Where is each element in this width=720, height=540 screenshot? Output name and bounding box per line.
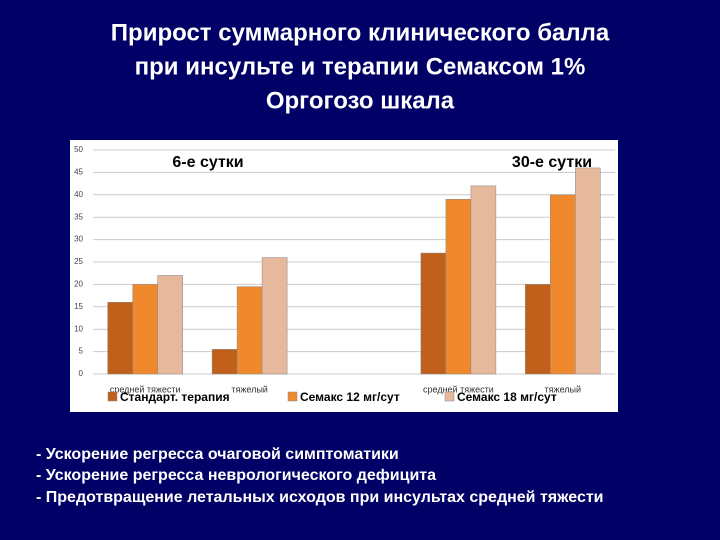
- bullet: - Предотвращение летальных исходов при и…: [36, 489, 604, 506]
- y-tick-label: 5: [79, 347, 84, 356]
- x-tick-label: средней тяжести: [423, 384, 494, 394]
- legend-marker: [107, 391, 118, 402]
- legend-marker: [287, 391, 298, 402]
- annotation: 30-е сутки: [512, 154, 592, 171]
- y-tick-label: 15: [74, 302, 83, 311]
- y-tick-label: 20: [74, 280, 83, 289]
- x-tick-label: тяжелый: [231, 384, 267, 394]
- x-tick-label: тяжелый: [545, 384, 581, 394]
- y-tick-label: 50: [74, 145, 83, 154]
- bar: [445, 199, 472, 375]
- bullet: - Ускорение регресса очаговой симптомати…: [36, 446, 399, 463]
- legend-label: Семакс 18 мг/сут: [457, 390, 557, 404]
- title: при инсульте и терапии Семаксом 1%: [135, 53, 586, 80]
- legend-marker: [444, 391, 455, 402]
- bullet: - Ускорение регресса неврологического де…: [36, 467, 436, 484]
- bar: [132, 284, 158, 375]
- x-tick-label: средней тяжести: [110, 384, 181, 394]
- title: Прирост суммарного клинического балла: [111, 19, 610, 46]
- y-tick-label: 10: [74, 324, 83, 333]
- bar: [575, 167, 601, 375]
- y-tick-label: 0: [79, 369, 84, 378]
- annotation: 6-е сутки: [172, 154, 243, 171]
- bar: [470, 185, 497, 375]
- bar: [261, 257, 288, 375]
- bar: [157, 275, 183, 375]
- bar: [525, 284, 551, 375]
- legend-label: Семакс 12 мг/сут: [300, 390, 400, 404]
- y-tick-label: 40: [74, 190, 83, 199]
- legend-label: Стандарт. терапия: [120, 390, 230, 404]
- bar: [236, 286, 263, 375]
- y-tick-label: 25: [74, 257, 83, 266]
- bar: [211, 349, 238, 375]
- y-tick-label: 30: [74, 235, 83, 244]
- bar: [107, 302, 133, 375]
- y-tick-label: 35: [74, 212, 83, 221]
- title: Оргогозо шкала: [266, 87, 455, 114]
- y-tick-label: 45: [74, 168, 83, 177]
- bar: [550, 194, 576, 375]
- bar: [420, 252, 447, 375]
